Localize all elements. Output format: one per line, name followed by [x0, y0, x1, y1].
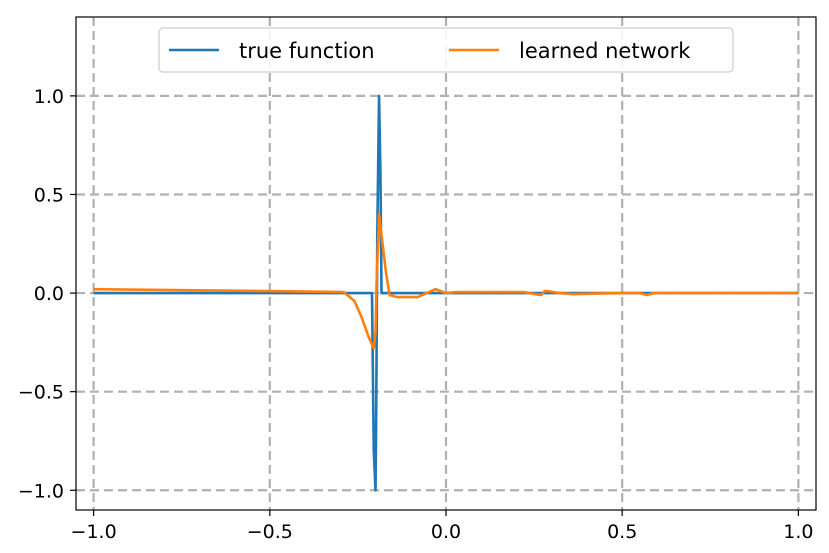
- y-tick-label: 0.5: [34, 184, 64, 206]
- series-lines: [93, 94, 799, 492]
- y-tick-label: −1.0: [18, 480, 64, 502]
- x-tick-label: 0.5: [607, 521, 637, 543]
- legend-label: true function: [239, 39, 375, 63]
- x-tick-label: 0.0: [431, 521, 461, 543]
- x-tick-label: 1.0: [783, 521, 813, 543]
- legend-label: learned network: [519, 39, 691, 63]
- legend-box: [158, 27, 734, 73]
- x-tick-label: −0.5: [247, 521, 293, 543]
- x-tick-label: −1.0: [71, 521, 117, 543]
- series-line-true-function: [93, 94, 799, 492]
- legend: true function learned network: [158, 27, 734, 73]
- y-tick-label: 0.0: [34, 283, 64, 305]
- axis-ticks: −1.0 −0.5 0.0 0.5 1.0 −1.0 −0.5 0.0 0.5 1.0: [18, 86, 814, 543]
- y-tick-label: 1.0: [34, 86, 64, 108]
- series-line-learned-network: [93, 212, 799, 350]
- y-tick-label: −0.5: [18, 382, 64, 404]
